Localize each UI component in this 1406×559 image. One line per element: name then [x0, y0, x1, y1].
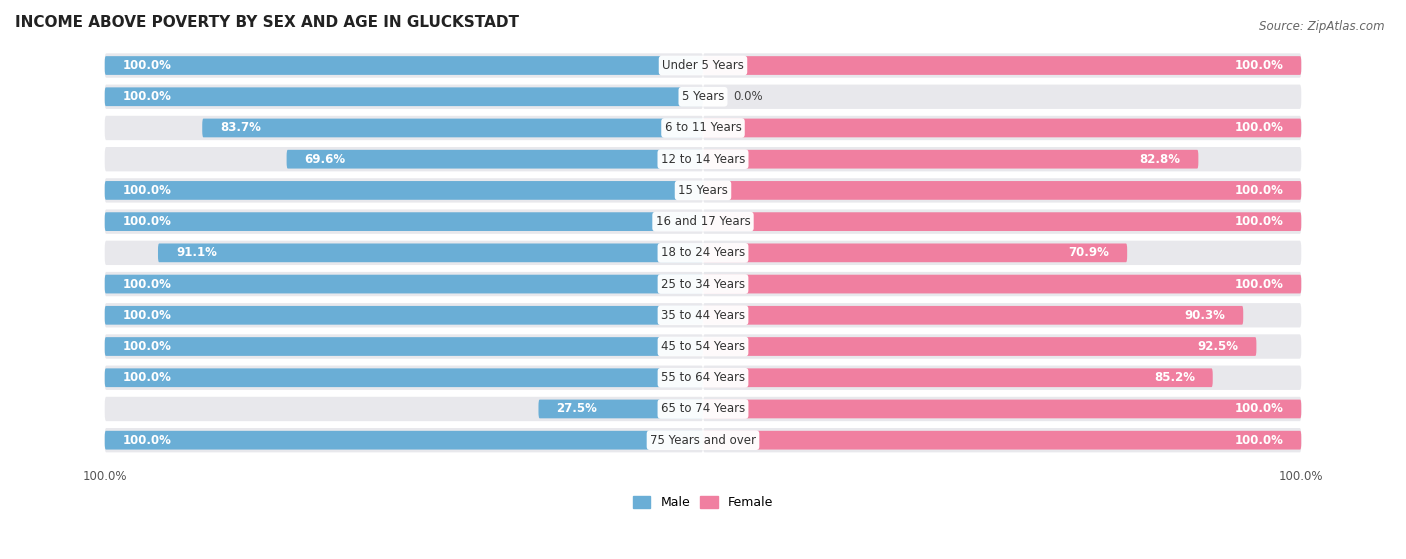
- FancyBboxPatch shape: [104, 116, 703, 140]
- Text: 100.0%: 100.0%: [122, 340, 172, 353]
- Text: 16 and 17 Years: 16 and 17 Years: [655, 215, 751, 228]
- FancyBboxPatch shape: [104, 431, 703, 449]
- Text: 100.0%: 100.0%: [122, 434, 172, 447]
- FancyBboxPatch shape: [104, 241, 703, 265]
- FancyBboxPatch shape: [703, 274, 1302, 293]
- FancyBboxPatch shape: [104, 212, 703, 231]
- FancyBboxPatch shape: [703, 368, 1213, 387]
- Text: 100.0%: 100.0%: [1234, 121, 1284, 135]
- Text: 35 to 44 Years: 35 to 44 Years: [661, 309, 745, 322]
- FancyBboxPatch shape: [104, 178, 703, 202]
- Text: 82.8%: 82.8%: [1139, 153, 1181, 165]
- FancyBboxPatch shape: [104, 334, 703, 359]
- FancyBboxPatch shape: [538, 400, 703, 418]
- FancyBboxPatch shape: [104, 274, 703, 293]
- Text: 18 to 24 Years: 18 to 24 Years: [661, 247, 745, 259]
- FancyBboxPatch shape: [703, 431, 1302, 449]
- Text: 100.0%: 100.0%: [122, 184, 172, 197]
- FancyBboxPatch shape: [104, 84, 703, 109]
- Text: 85.2%: 85.2%: [1154, 371, 1195, 384]
- FancyBboxPatch shape: [104, 53, 703, 78]
- FancyBboxPatch shape: [703, 337, 1257, 356]
- FancyBboxPatch shape: [703, 147, 1302, 172]
- FancyBboxPatch shape: [104, 428, 703, 452]
- FancyBboxPatch shape: [703, 212, 1302, 231]
- FancyBboxPatch shape: [703, 210, 1302, 234]
- Text: 100.0%: 100.0%: [122, 309, 172, 322]
- FancyBboxPatch shape: [104, 368, 703, 387]
- Legend: Male, Female: Male, Female: [628, 491, 778, 514]
- Text: 100.0%: 100.0%: [122, 278, 172, 291]
- Text: 100.0%: 100.0%: [122, 59, 172, 72]
- FancyBboxPatch shape: [703, 334, 1302, 359]
- FancyBboxPatch shape: [202, 119, 703, 138]
- FancyBboxPatch shape: [104, 147, 703, 172]
- FancyBboxPatch shape: [287, 150, 703, 169]
- FancyBboxPatch shape: [104, 303, 703, 328]
- Text: 92.5%: 92.5%: [1198, 340, 1239, 353]
- Text: 100.0%: 100.0%: [122, 371, 172, 384]
- FancyBboxPatch shape: [703, 53, 1302, 78]
- FancyBboxPatch shape: [703, 366, 1302, 390]
- Text: 45 to 54 Years: 45 to 54 Years: [661, 340, 745, 353]
- Text: 100.0%: 100.0%: [1234, 278, 1284, 291]
- Text: 100.0%: 100.0%: [1234, 215, 1284, 228]
- FancyBboxPatch shape: [104, 181, 703, 200]
- Text: 65 to 74 Years: 65 to 74 Years: [661, 402, 745, 415]
- Text: Under 5 Years: Under 5 Years: [662, 59, 744, 72]
- Text: 100.0%: 100.0%: [1234, 184, 1284, 197]
- Text: 100.0%: 100.0%: [122, 90, 172, 103]
- FancyBboxPatch shape: [157, 244, 703, 262]
- Text: 12 to 14 Years: 12 to 14 Years: [661, 153, 745, 165]
- FancyBboxPatch shape: [104, 210, 703, 234]
- Text: 69.6%: 69.6%: [305, 153, 346, 165]
- Text: 55 to 64 Years: 55 to 64 Years: [661, 371, 745, 384]
- Text: 83.7%: 83.7%: [221, 121, 262, 135]
- FancyBboxPatch shape: [703, 303, 1302, 328]
- FancyBboxPatch shape: [703, 272, 1302, 296]
- FancyBboxPatch shape: [104, 397, 703, 421]
- Text: 25 to 34 Years: 25 to 34 Years: [661, 278, 745, 291]
- FancyBboxPatch shape: [104, 366, 703, 390]
- FancyBboxPatch shape: [703, 428, 1302, 452]
- Text: 100.0%: 100.0%: [122, 215, 172, 228]
- Text: 100.0%: 100.0%: [1234, 59, 1284, 72]
- FancyBboxPatch shape: [104, 56, 703, 75]
- FancyBboxPatch shape: [104, 306, 703, 325]
- FancyBboxPatch shape: [703, 178, 1302, 202]
- FancyBboxPatch shape: [703, 150, 1198, 169]
- FancyBboxPatch shape: [104, 272, 703, 296]
- FancyBboxPatch shape: [703, 56, 1302, 75]
- Text: Source: ZipAtlas.com: Source: ZipAtlas.com: [1260, 20, 1385, 32]
- FancyBboxPatch shape: [703, 244, 1128, 262]
- FancyBboxPatch shape: [703, 400, 1302, 418]
- FancyBboxPatch shape: [703, 119, 1302, 138]
- Text: 90.3%: 90.3%: [1184, 309, 1225, 322]
- Text: 15 Years: 15 Years: [678, 184, 728, 197]
- Text: 27.5%: 27.5%: [557, 402, 598, 415]
- FancyBboxPatch shape: [703, 306, 1243, 325]
- FancyBboxPatch shape: [703, 241, 1302, 265]
- Text: 75 Years and over: 75 Years and over: [650, 434, 756, 447]
- FancyBboxPatch shape: [703, 181, 1302, 200]
- Text: 0.0%: 0.0%: [733, 90, 762, 103]
- FancyBboxPatch shape: [703, 397, 1302, 421]
- FancyBboxPatch shape: [104, 87, 703, 106]
- Text: INCOME ABOVE POVERTY BY SEX AND AGE IN GLUCKSTADT: INCOME ABOVE POVERTY BY SEX AND AGE IN G…: [15, 15, 519, 30]
- Text: 70.9%: 70.9%: [1069, 247, 1109, 259]
- Text: 91.1%: 91.1%: [176, 247, 217, 259]
- FancyBboxPatch shape: [104, 337, 703, 356]
- Text: 5 Years: 5 Years: [682, 90, 724, 103]
- FancyBboxPatch shape: [703, 84, 1302, 109]
- FancyBboxPatch shape: [703, 116, 1302, 140]
- Text: 100.0%: 100.0%: [1234, 434, 1284, 447]
- Text: 100.0%: 100.0%: [1234, 402, 1284, 415]
- Text: 6 to 11 Years: 6 to 11 Years: [665, 121, 741, 135]
